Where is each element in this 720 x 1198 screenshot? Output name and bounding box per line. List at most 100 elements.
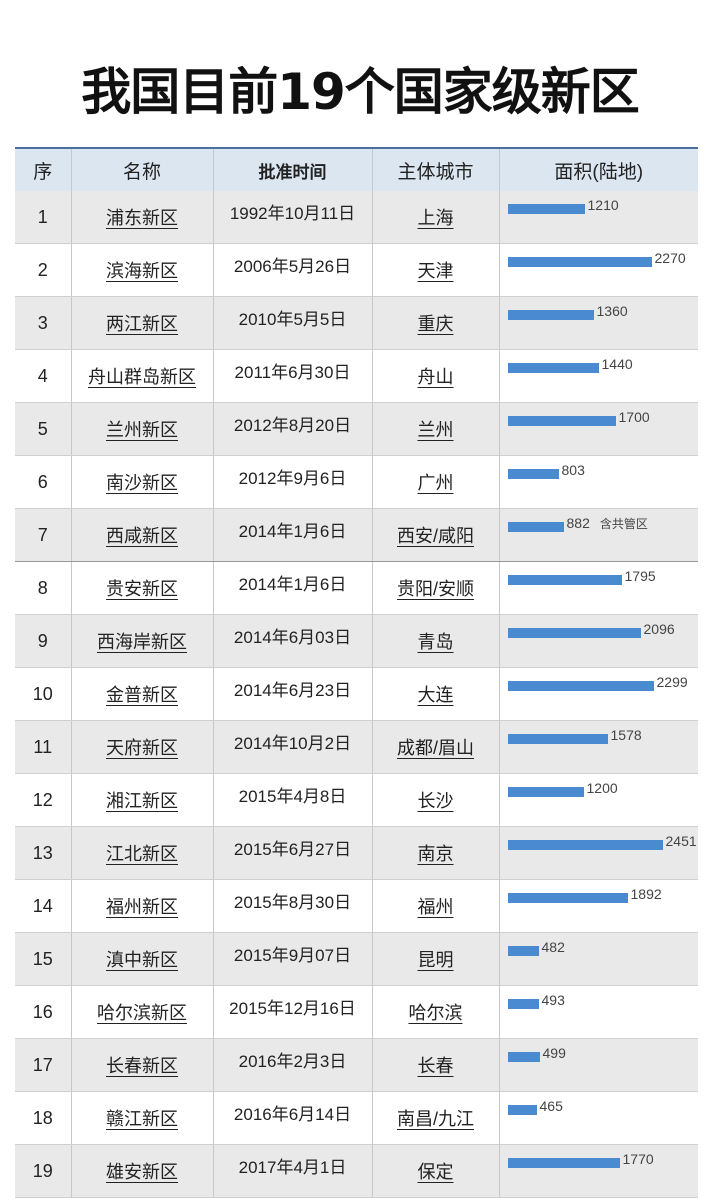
city-cell: 重庆 [371, 296, 499, 350]
area-name-link[interactable]: 长春新区 [106, 1056, 178, 1076]
city-link[interactable]: 昆明 [417, 950, 454, 970]
table-row: 6 南沙新区 2012年9月6日 广州 803 [15, 455, 698, 509]
area-name-link[interactable]: 西海岸新区 [97, 632, 187, 652]
city-link[interactable]: 天津 [417, 261, 454, 281]
row-number: 15 [15, 932, 71, 986]
area-bar [507, 1052, 540, 1062]
area-value: 803 [562, 462, 585, 478]
area-name-link[interactable]: 浦东新区 [106, 208, 178, 228]
area-bar [507, 257, 652, 267]
area-cell: 499 [498, 1038, 698, 1092]
city-cell: 青岛 [371, 614, 499, 668]
city-link[interactable]: 上海 [417, 208, 454, 228]
area-value: 2299 [657, 674, 688, 690]
row-number: 6 [15, 455, 71, 509]
area-name-link[interactable]: 西咸新区 [106, 526, 178, 546]
table-row: 19 雄安新区 2017年4月1日 保定 1770 [15, 1144, 698, 1198]
table-row: 8 贵安新区 2014年1月6日 贵阳/安顺 1795 [15, 561, 698, 615]
city-link[interactable]: 广州 [417, 473, 454, 493]
area-name-link[interactable]: 贵安新区 [106, 579, 178, 599]
city-cell: 大连 [371, 667, 499, 721]
approval-date: 2015年6月27日 [212, 826, 372, 880]
new-areas-table: 序 名称 批准时间 主体城市 面积(陆地) 1 浦东新区 1992年10月11日… [15, 147, 698, 1198]
page-title: 我国目前19个国家级新区 [81, 63, 640, 121]
area-bar [507, 999, 539, 1009]
area-name-link[interactable]: 湘江新区 [106, 791, 178, 811]
area-number: 499 [542, 1045, 566, 1061]
area-value: 493 [542, 992, 565, 1008]
approval-date: 2006年5月26日 [212, 243, 372, 297]
area-cell: 1360 [498, 296, 698, 350]
city-cell: 昆明 [371, 932, 499, 986]
approval-date: 2014年1月6日 [212, 508, 372, 562]
area-name-link[interactable]: 赣江新区 [106, 1109, 178, 1129]
city-link[interactable]: 哈尔滨 [408, 1003, 463, 1023]
table-row: 12 湘江新区 2015年4月8日 长沙 1200 [15, 773, 698, 827]
row-number: 9 [15, 614, 71, 668]
city-link[interactable]: 南京 [417, 844, 454, 864]
approval-date: 2012年9月6日 [212, 455, 372, 509]
area-name-link[interactable]: 江北新区 [106, 844, 178, 864]
city-link[interactable]: 大连 [417, 685, 454, 705]
approval-date: 2014年6月23日 [212, 667, 372, 721]
area-cell: 1795 [498, 561, 698, 615]
area-name-cell: 两江新区 [70, 296, 213, 350]
area-number: 482 [541, 939, 565, 955]
area-bar [507, 522, 564, 532]
area-name-link[interactable]: 舟山群岛新区 [88, 367, 196, 387]
area-number: 1578 [610, 727, 642, 743]
area-name-link[interactable]: 雄安新区 [106, 1162, 178, 1182]
city-cell: 长沙 [371, 773, 499, 827]
city-link[interactable]: 保定 [417, 1162, 454, 1182]
table-row: 13 江北新区 2015年6月27日 南京 2451 [15, 826, 698, 880]
approval-date: 2015年9月07日 [212, 932, 372, 986]
area-value: 1795 [625, 568, 656, 584]
city-link[interactable]: 贵阳/安顺 [396, 579, 474, 599]
city-link[interactable]: 西安/咸阳 [396, 526, 474, 546]
area-name-link[interactable]: 兰州新区 [106, 420, 178, 440]
city-link[interactable]: 福州 [417, 897, 454, 917]
city-cell: 长春 [371, 1038, 499, 1092]
area-number: 1210 [587, 197, 619, 213]
area-name-link[interactable]: 南沙新区 [106, 473, 178, 493]
approval-date: 2011年6月30日 [212, 349, 372, 403]
area-name-link[interactable]: 天府新区 [106, 738, 178, 758]
area-name-cell: 滨海新区 [70, 243, 213, 297]
row-number: 17 [15, 1038, 71, 1092]
city-link[interactable]: 成都/眉山 [396, 738, 474, 758]
city-link[interactable]: 兰州 [417, 420, 454, 440]
area-bar [507, 204, 585, 214]
area-name-link[interactable]: 哈尔滨新区 [97, 1003, 187, 1023]
area-bar [507, 416, 616, 426]
area-name-link[interactable]: 滨海新区 [106, 261, 178, 281]
area-name-link[interactable]: 滇中新区 [106, 950, 178, 970]
area-cell: 2096 [498, 614, 698, 668]
city-cell: 广州 [371, 455, 499, 509]
city-link[interactable]: 青岛 [417, 632, 454, 652]
approval-date: 2014年1月6日 [212, 561, 372, 615]
city-link[interactable]: 长沙 [417, 791, 454, 811]
city-link[interactable]: 舟山 [417, 367, 454, 387]
city-cell: 南京 [371, 826, 499, 880]
row-number: 10 [15, 667, 71, 721]
header-area: 面积(陆地) [498, 147, 698, 191]
area-value: 1700 [619, 409, 650, 425]
row-number: 4 [15, 349, 71, 403]
city-link[interactable]: 重庆 [417, 314, 454, 334]
area-number: 2299 [656, 674, 688, 690]
row-number: 16 [15, 985, 71, 1039]
area-name-cell: 西咸新区 [70, 508, 213, 562]
approval-date: 2016年6月14日 [212, 1091, 372, 1145]
area-number: 803 [561, 462, 585, 478]
table-row: 3 两江新区 2010年5月5日 重庆 1360 [15, 296, 698, 350]
city-link[interactable]: 南昌/九江 [396, 1109, 474, 1129]
area-name-link[interactable]: 两江新区 [106, 314, 178, 334]
city-link[interactable]: 长春 [417, 1056, 454, 1076]
row-number: 19 [15, 1144, 71, 1198]
area-name-cell: 雄安新区 [70, 1144, 213, 1198]
area-name-link[interactable]: 福州新区 [106, 897, 178, 917]
header-no: 序 [15, 147, 71, 191]
area-note: 含共管区 [599, 517, 648, 531]
city-cell: 贵阳/安顺 [371, 561, 499, 615]
area-name-link[interactable]: 金普新区 [106, 685, 178, 705]
